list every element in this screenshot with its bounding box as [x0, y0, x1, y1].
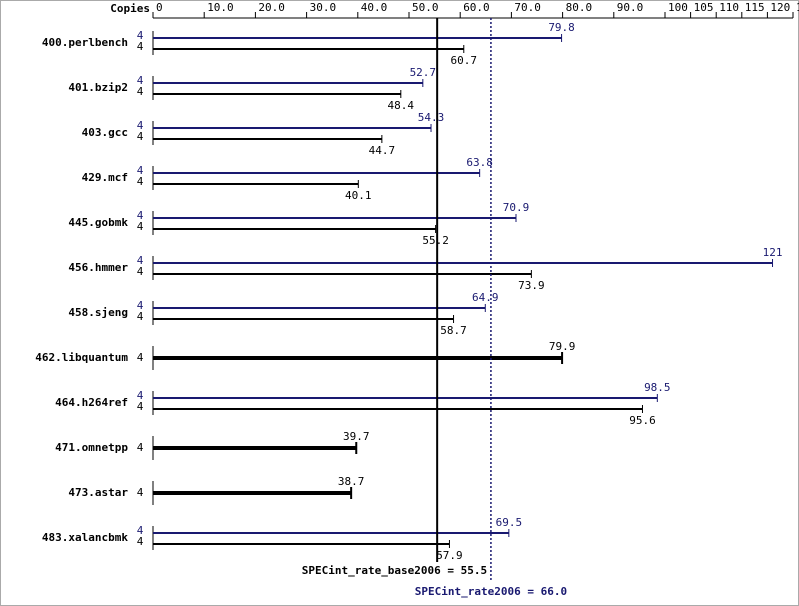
benchmark-label: 456.hmmer	[68, 261, 128, 274]
x-tick-label: 60.0	[463, 1, 490, 14]
value-label: 64.9	[472, 291, 499, 304]
value-label: 48.4	[388, 99, 415, 112]
copies-label: 4	[137, 164, 144, 177]
copies-label: 4	[137, 400, 144, 413]
benchmark-label: 400.perlbench	[42, 36, 128, 49]
value-label: 69.5	[496, 516, 523, 529]
reference-label: SPECint_rate2006 = 66.0	[415, 585, 567, 598]
benchmark-label: 473.astar	[68, 486, 128, 499]
value-label: 58.7	[440, 324, 467, 337]
x-tick-label: 70.0	[514, 1, 541, 14]
value-label: 54.3	[418, 111, 445, 124]
x-tick-label: 120	[770, 1, 790, 14]
copies-label: 4	[137, 74, 144, 87]
value-label: 40.1	[345, 189, 372, 202]
value-label: 38.7	[338, 475, 365, 488]
x-tick-label: 100	[668, 1, 688, 14]
x-tick-label: 125	[796, 1, 799, 14]
value-label: 44.7	[369, 144, 396, 157]
x-tick-label: 115	[745, 1, 765, 14]
x-tick-label: 10.0	[207, 1, 234, 14]
x-tick-label: 30.0	[310, 1, 337, 14]
copies-label: 4	[137, 265, 144, 278]
x-tick-label: 105	[694, 1, 714, 14]
x-tick-label: 90.0	[617, 1, 644, 14]
value-label: 52.7	[410, 66, 437, 79]
value-label: 63.8	[466, 156, 493, 169]
copies-label: 4	[137, 85, 144, 98]
copies-label: 4	[137, 130, 144, 143]
x-tick-label: 40.0	[361, 1, 388, 14]
value-label: 70.9	[503, 201, 530, 214]
value-label: 57.9	[436, 549, 463, 562]
copies-label: 4	[137, 310, 144, 323]
benchmark-label: 464.h264ref	[55, 396, 128, 409]
copies-label: 4	[137, 351, 144, 364]
value-label: 55.2	[422, 234, 449, 247]
copies-label: 4	[137, 535, 144, 548]
x-tick-label: 0	[156, 1, 163, 14]
value-label: 79.9	[549, 340, 576, 353]
benchmark-label: 429.mcf	[82, 171, 128, 184]
benchmark-label: 471.omnetpp	[55, 441, 128, 454]
x-tick-label: 20.0	[258, 1, 285, 14]
benchmark-label: 458.sjeng	[68, 306, 128, 319]
copies-label: 4	[137, 486, 144, 499]
copies-label: 4	[137, 40, 144, 53]
benchmark-label: 462.libquantum	[35, 351, 128, 364]
copies-label: 4	[137, 441, 144, 454]
copies-label: 4	[137, 389, 144, 402]
copies-label: 4	[137, 175, 144, 188]
copies-label: 4	[137, 209, 144, 222]
benchmark-label: 445.gobmk	[68, 216, 128, 229]
value-label: 60.7	[451, 54, 478, 67]
copies-label: 4	[137, 29, 144, 42]
benchmark-label: 483.xalancbmk	[42, 531, 128, 544]
value-label: 95.6	[629, 414, 656, 427]
copies-label: 4	[137, 220, 144, 233]
value-label: 121	[763, 246, 783, 259]
copies-header: Copies	[110, 2, 150, 15]
copies-label: 4	[137, 299, 144, 312]
reference-label: SPECint_rate_base2006 = 55.5	[302, 564, 487, 577]
copies-label: 4	[137, 119, 144, 132]
benchmark-label: 403.gcc	[82, 126, 128, 139]
value-label: 79.8	[548, 21, 575, 34]
value-label: 73.9	[518, 279, 545, 292]
benchmark-label: 401.bzip2	[68, 81, 128, 94]
x-tick-label: 50.0	[412, 1, 439, 14]
copies-label: 4	[137, 254, 144, 267]
copies-label: 4	[137, 524, 144, 537]
value-label: 39.7	[343, 430, 370, 443]
x-tick-label: 110	[719, 1, 739, 14]
value-label: 98.5	[644, 381, 671, 394]
x-tick-label: 80.0	[566, 1, 593, 14]
